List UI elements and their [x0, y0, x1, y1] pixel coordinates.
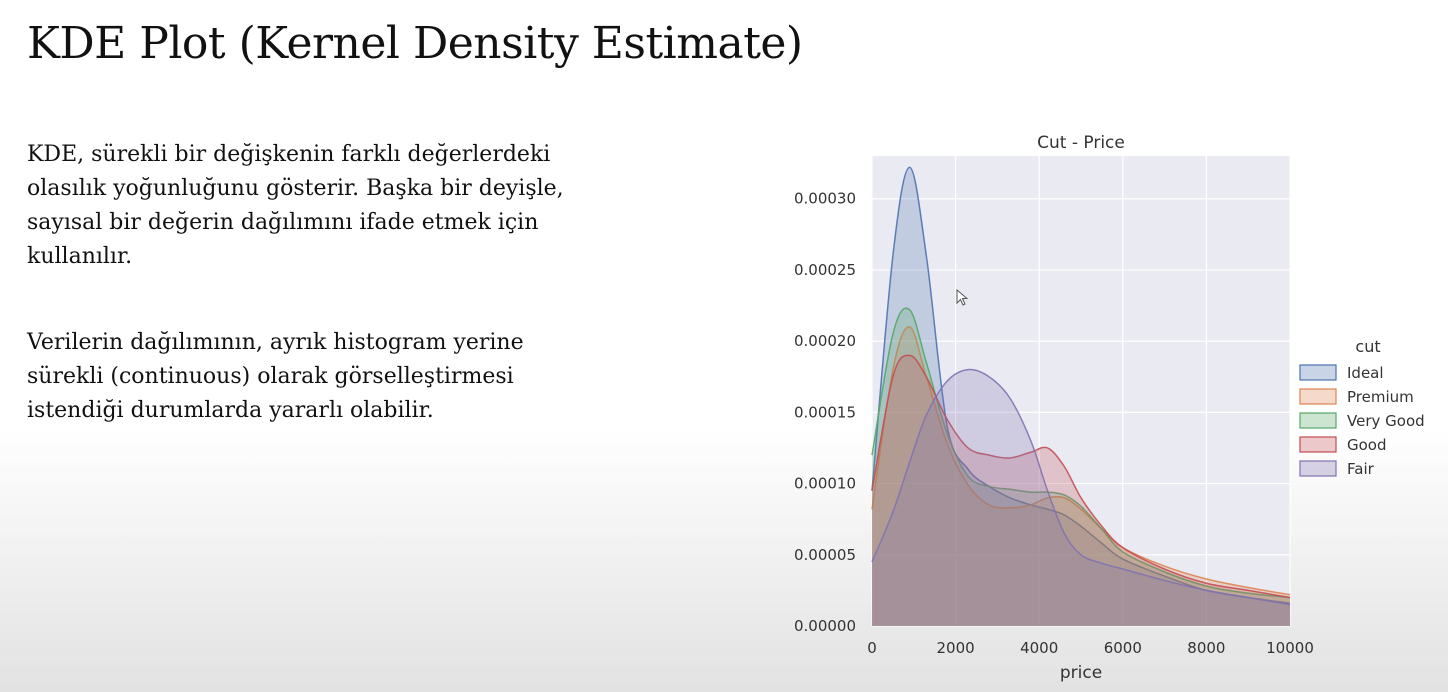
- series-line-ideal: [871, 166, 1291, 604]
- paragraph-line: KDE, sürekli bir değişkenin farklı değer…: [27, 142, 551, 167]
- legend-swatch-ideal: [1299, 364, 1337, 381]
- x-tick-label: 6000: [1104, 639, 1142, 657]
- legend-title: cut: [1355, 337, 1380, 356]
- paragraph-line: sürekli (continuous) olarak görselleştir…: [27, 364, 514, 389]
- y-tick-label: 0.00020: [794, 332, 856, 350]
- series-area-premium: [872, 326, 1290, 626]
- series-line-very-good: [871, 307, 1291, 599]
- paragraph-line: istendiği durumlarda yararlı olabilir.: [27, 398, 434, 423]
- legend: cut Ideal Premium Very Good Good Fair: [1299, 337, 1425, 478]
- paragraph-line: Verilerin dağılımının, ayrık histogram y…: [27, 330, 524, 355]
- y-tick-label: 0.00025: [794, 261, 856, 279]
- x-tick-label: 10000: [1266, 639, 1314, 657]
- series-area-fair: [872, 369, 1290, 626]
- y-axis-ticks: 0.00000 0.00005 0.00010 0.00015 0.00020 0.000…: [794, 190, 856, 635]
- paragraph-line: olasılık yoğunluğunu gösterir. Başka bir…: [27, 176, 564, 201]
- legend-label-very-good: Very Good: [1347, 412, 1425, 430]
- series-line-good: [871, 354, 1291, 599]
- mouse-pointer-icon: [956, 289, 968, 306]
- series-line-premium: [871, 326, 1291, 596]
- legend-swatch-good: [1299, 436, 1337, 453]
- legend-label-good: Good: [1347, 436, 1387, 454]
- series-areas: [871, 166, 1291, 627]
- y-tick-label: 0.00010: [794, 475, 856, 493]
- grid-lines: [871, 156, 1291, 627]
- legend-label-premium: Premium: [1347, 388, 1414, 406]
- x-tick-label: 8000: [1187, 639, 1225, 657]
- x-axis-ticks: 0 2000 4000 6000 8000 10000: [867, 639, 1314, 657]
- y-tick-label: 0.00005: [794, 546, 856, 564]
- x-tick-label: 2000: [937, 639, 975, 657]
- chart-title: Cut - Price: [1037, 133, 1125, 153]
- x-tick-label: 0: [867, 639, 877, 657]
- legend-swatch-very-good: [1299, 412, 1337, 429]
- series-area-good: [872, 355, 1290, 626]
- legend-swatch-premium: [1299, 388, 1337, 405]
- x-axis-label: price: [1060, 663, 1102, 683]
- series-area-very-good: [872, 308, 1290, 626]
- paragraph-kde-definition: KDE, sürekli bir değişkenin farklı değer…: [27, 138, 667, 274]
- series-area-ideal: [872, 167, 1290, 627]
- x-tick-label: 4000: [1020, 639, 1058, 657]
- legend-label-ideal: Ideal: [1347, 364, 1384, 382]
- y-tick-label: 0.00030: [794, 190, 856, 208]
- legend-swatch-fair: [1299, 460, 1337, 477]
- slide-title: KDE Plot (Kernel Density Estimate): [27, 18, 803, 69]
- paragraph-line: sayısal bir değerin dağılımını ifade etm…: [27, 210, 539, 235]
- series-line-fair: [871, 368, 1291, 606]
- y-tick-label: 0.00015: [794, 403, 856, 421]
- y-tick-label: 0.00000: [794, 617, 856, 635]
- legend-label-fair: Fair: [1347, 460, 1375, 478]
- paragraph-line: kullanılır.: [27, 244, 133, 269]
- paragraph-kde-usage: Verilerin dağılımının, ayrık histogram y…: [27, 326, 667, 428]
- kde-chart: 0.00000 0.00005 0.00010 0.00015 0.00020 0.000…: [794, 133, 1425, 683]
